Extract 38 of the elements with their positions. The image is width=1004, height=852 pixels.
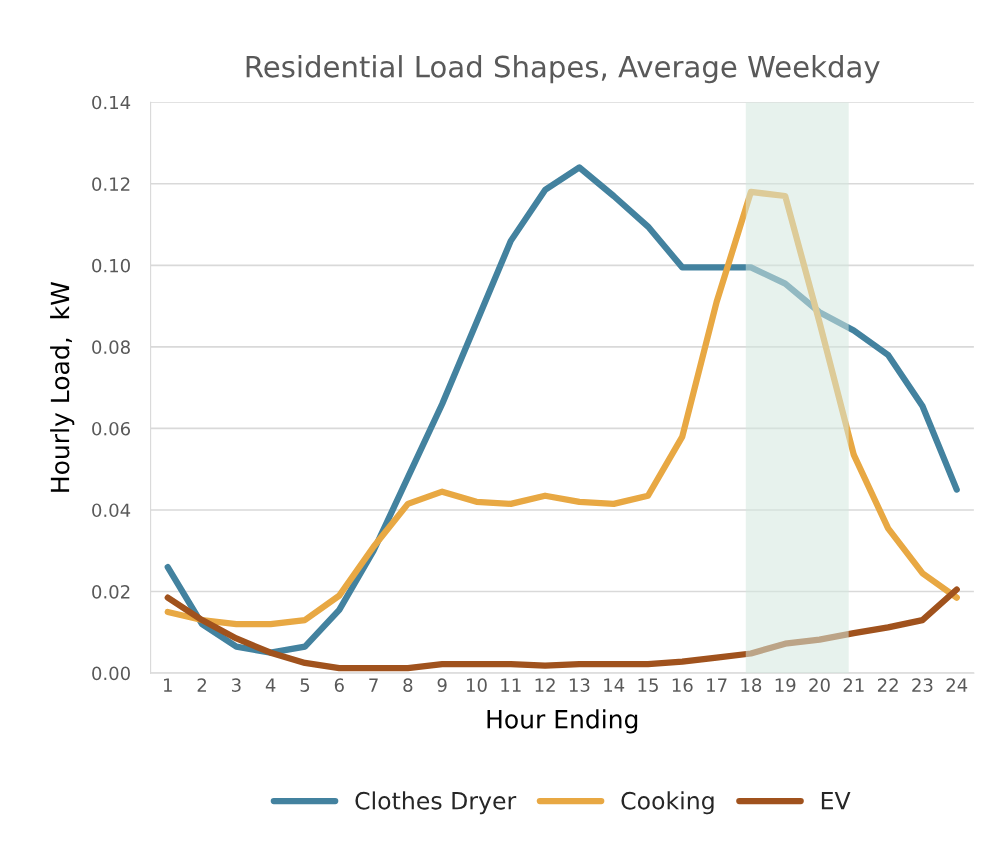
x-tick-label: 15	[638, 678, 658, 692]
x-tick-label: 8	[403, 678, 413, 692]
x-axis-title: Hour Ending	[487, 709, 638, 734]
legend-label: Cooking	[621, 791, 714, 815]
x-tick-label: 18	[741, 678, 762, 692]
x-tick-label: 19	[775, 678, 796, 692]
x-tick-label: 21	[843, 678, 864, 692]
x-tick-label: 17	[707, 678, 727, 692]
y-tick-label: 0.08	[92, 340, 130, 354]
y-tick-label: 0.02	[92, 584, 130, 599]
x-tick-label: 16	[672, 678, 693, 692]
x-tick-label: 11	[501, 678, 521, 692]
x-tick-label: 5	[300, 678, 310, 692]
chart-title: Residential Load Shapes, Average Weekday	[246, 55, 880, 84]
y-tick-label: 0.14	[92, 95, 131, 110]
y-tick-label: 0.10	[92, 258, 130, 273]
x-tick-label: 13	[569, 678, 590, 692]
legend-label: EV	[821, 792, 851, 810]
y-tick-label: 0.12	[92, 177, 130, 191]
x-tick-label: 4	[265, 678, 276, 692]
x-tick-label: 23	[912, 678, 933, 692]
x-tick-label: 3	[231, 678, 241, 692]
x-tick-label: 14	[604, 678, 625, 692]
x-tick-label: 6	[334, 678, 344, 692]
x-tick-label: 22	[877, 678, 898, 692]
y-tick-label: 0.06	[92, 421, 131, 436]
x-tick-label: 7	[369, 678, 378, 692]
x-tick-label: 12	[535, 678, 555, 692]
y-tick-label: 0.00	[92, 666, 130, 681]
legend-label: Clothes Dryer	[355, 791, 517, 815]
x-tick-label: 20	[809, 678, 830, 692]
y-axis-title: Hourly Load, kW	[50, 282, 75, 492]
x-tick-label: 9	[437, 678, 447, 692]
y-tick-label: 0.04	[92, 503, 131, 518]
x-tick-label: 10	[466, 678, 487, 692]
x-tick-label: 2	[197, 678, 206, 692]
x-tick-label: 24	[946, 678, 968, 692]
x-tick-label: 1	[163, 678, 172, 692]
